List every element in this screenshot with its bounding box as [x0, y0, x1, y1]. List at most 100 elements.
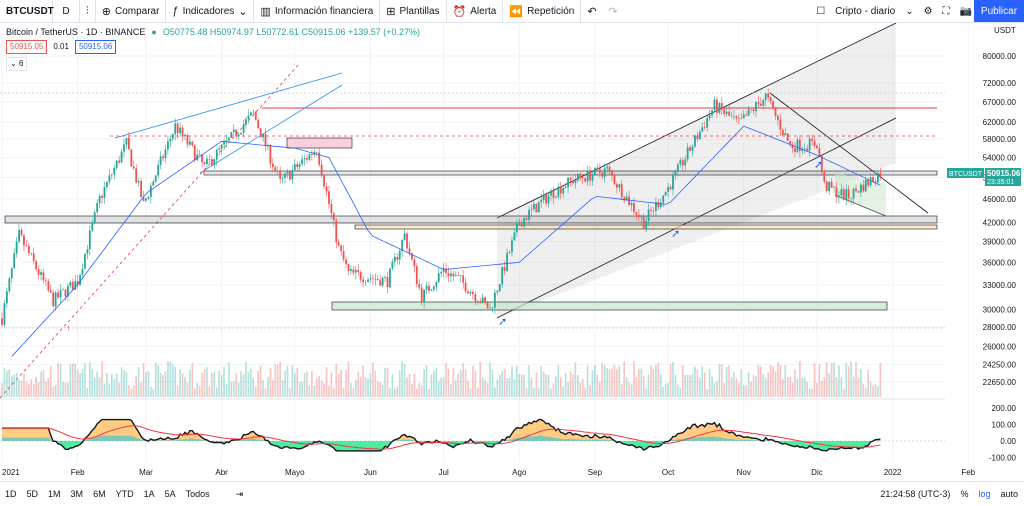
candle [774, 106, 777, 121]
log-toggle[interactable]: log [978, 489, 991, 499]
candle [18, 224, 20, 244]
candle [352, 265, 355, 276]
candle [474, 291, 477, 305]
candle [330, 199, 333, 220]
chevron-down-icon[interactable]: ⌄ [905, 5, 914, 17]
volume-bar [747, 372, 750, 397]
candle [337, 238, 340, 248]
volume-bar [843, 388, 845, 397]
candle [752, 107, 755, 115]
volume-bar [760, 366, 762, 397]
candle [32, 247, 35, 265]
volume-bar [325, 367, 328, 397]
volume-bar [782, 379, 784, 397]
candle [223, 138, 225, 151]
compare-button[interactable]: ⊕ Comparar [96, 0, 167, 22]
redo-icon: ↷ [608, 5, 618, 18]
volume-bar [572, 374, 574, 397]
candle [110, 173, 113, 180]
volume-bar [850, 361, 852, 397]
chart-type-button[interactable]: ⫶ [80, 0, 96, 22]
templates-button[interactable]: ⊞ Plantillas [380, 0, 447, 22]
candle [708, 109, 711, 122]
candle [3, 299, 6, 327]
volume-bar [501, 371, 503, 397]
volume-bar [867, 370, 869, 397]
range-5d[interactable]: 5D [26, 489, 39, 499]
fullscreen-icon[interactable]: ⛶ [942, 5, 950, 17]
legend-collapse-button[interactable]: ⌄ 6 [6, 57, 28, 71]
candle [615, 181, 618, 194]
candle [491, 306, 494, 313]
alert-button[interactable]: ⏰ Alerta [447, 0, 504, 22]
candle [569, 177, 572, 187]
legend-dot-icon: ● [151, 27, 157, 37]
sell-price[interactable]: 50915.05 [6, 40, 48, 54]
volume-bar [394, 388, 396, 397]
candle [364, 280, 367, 287]
range-1a[interactable]: 1A [143, 489, 155, 499]
range-1d[interactable]: 1D [5, 489, 17, 499]
replay-button[interactable]: ⏪ Repetición [503, 0, 582, 22]
candle [210, 155, 213, 167]
volume-bar [10, 375, 13, 397]
undo-button[interactable]: ↶ [581, 0, 602, 22]
candle [57, 288, 60, 299]
volume-bar [50, 366, 52, 397]
candle [203, 161, 206, 167]
candle [291, 164, 294, 184]
candle [284, 172, 286, 184]
volume-bar [157, 365, 159, 397]
price-axis[interactable]: 80000.00 72000.00 67000.00 62000.00 58000.00… [983, 52, 1017, 387]
layout-name[interactable]: Cripto - diario [835, 5, 896, 17]
volume-bar [62, 382, 64, 397]
layout-square-icon[interactable]: ☐ [816, 5, 826, 17]
clock[interactable]: 21:24:58 (UTC-3) [880, 489, 951, 499]
volume-bar [291, 365, 294, 397]
candle [735, 115, 738, 123]
volume-bar [367, 378, 369, 397]
candle [728, 105, 731, 117]
candle [611, 169, 613, 182]
candle [259, 127, 262, 138]
time-axis[interactable]: 2021 Feb Mar Abr Mayo Jun Jul Ago Sep Oct Nov Dic 20… [2, 468, 976, 477]
chart-canvas[interactable]: ➚ ➚ ➚ ↑ ↑ 200.00 100.00 0.00 -100.00 80000.… [0, 23, 1024, 481]
range-ytd[interactable]: YTD [115, 489, 134, 499]
volume-bar [364, 377, 367, 397]
publish-button[interactable]: Publicar [974, 0, 1024, 22]
volume-bar [281, 379, 284, 397]
auto-toggle[interactable]: auto [1000, 489, 1018, 499]
volume-bar [376, 380, 379, 397]
toolbar-right: ☐ Cripto - diario ⌄ ⚙ ⛶ 📷 [816, 0, 972, 22]
percent-toggle[interactable]: % [960, 489, 969, 499]
volume-bar [30, 379, 33, 397]
candle [308, 153, 311, 162]
buy-price[interactable]: 50915.06 [74, 40, 117, 54]
candle [440, 269, 443, 278]
camera-icon[interactable]: 📷 [959, 5, 972, 17]
redo-button[interactable]: ↷ [603, 0, 624, 22]
range-all[interactable]: Todos [185, 489, 210, 499]
financials-label: Información financiera [274, 5, 374, 17]
date-range-icon[interactable]: ⇥ [235, 488, 244, 499]
volume-bar [503, 368, 506, 397]
range-5a[interactable]: 5A [164, 489, 176, 499]
volume-bar [247, 372, 250, 397]
volume-bar [540, 366, 543, 397]
range-3m[interactable]: 3M [70, 489, 84, 499]
range-6m[interactable]: 6M [93, 489, 106, 499]
volume-bar [372, 362, 374, 397]
settings-icon[interactable]: ⚙ [923, 5, 933, 17]
interval-button[interactable]: D [53, 0, 80, 22]
financials-button[interactable]: ▥ Información financiera [254, 0, 381, 22]
symbol-search[interactable]: BTCUSDT [0, 0, 54, 22]
indicators-button[interactable]: ƒ Indicadores ⌄ [166, 0, 255, 22]
y-tick-label: 72000.00 [983, 79, 1017, 88]
volume-bar [523, 375, 525, 397]
volume-bar [538, 387, 540, 397]
volume-bar [813, 363, 816, 397]
candle [764, 92, 767, 106]
range-1m[interactable]: 1M [48, 489, 61, 499]
candle [581, 173, 584, 184]
candle [320, 159, 323, 178]
